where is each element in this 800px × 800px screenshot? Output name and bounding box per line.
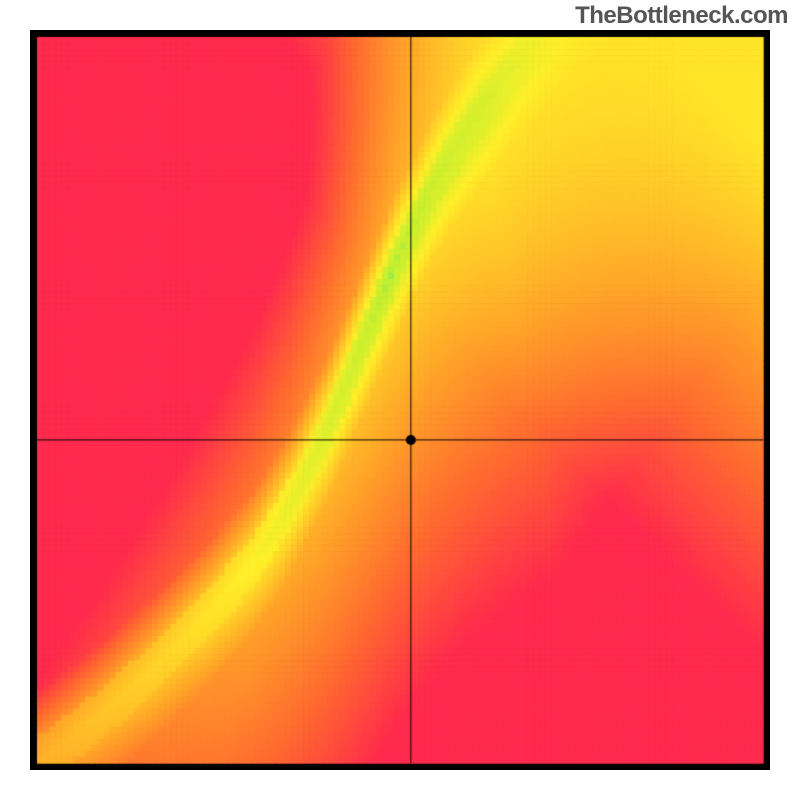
heatmap-plot xyxy=(30,30,770,770)
heatmap-canvas xyxy=(30,30,770,770)
chart-container: TheBottleneck.com xyxy=(0,0,800,800)
watermark-text: TheBottleneck.com xyxy=(575,2,788,30)
